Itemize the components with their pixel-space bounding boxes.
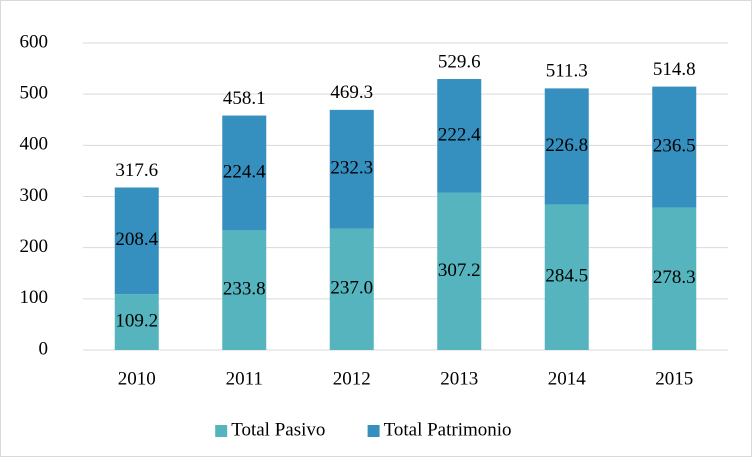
x-tick-label: 2010 [118,368,156,389]
total-label: 458.1 [223,88,266,109]
bar-segment [114,294,159,350]
bar-segment [544,88,589,205]
y-tick-label: 0 [39,338,49,359]
data-label: 222.4 [438,124,481,145]
data-label: 278.3 [653,267,696,288]
total-label: 469.3 [330,82,373,103]
total-label: 317.6 [115,160,158,181]
legend-label: Total Patrimonio [384,419,512,440]
data-label: 236.5 [653,135,696,156]
y-tick-label: 500 [20,83,49,104]
legend-swatch [215,425,228,437]
total-label: 514.8 [653,59,696,80]
bar-segment [652,86,697,208]
legend-label: Total Pasivo [231,419,325,440]
bar-segment [329,109,374,229]
data-label: 284.5 [545,266,588,287]
y-tick-label: 300 [20,185,49,206]
bar-segment [652,207,697,350]
data-label: 226.8 [545,135,588,156]
legend-swatch [367,425,380,437]
y-tick-label: 200 [20,236,49,257]
bar-segment [329,228,374,350]
bar-segment [222,230,267,350]
x-tick-label: 2015 [655,368,693,389]
data-label: 307.2 [438,260,481,281]
data-label: 237.0 [330,278,373,299]
data-label: 224.4 [223,161,266,182]
total-label: 529.6 [438,51,481,72]
y-tick-label: 400 [20,134,49,155]
bar-segment [114,187,159,295]
data-label: 109.2 [115,310,158,331]
x-tick-label: 2012 [333,368,371,389]
bar-segment [437,79,482,193]
total-label: 511.3 [546,61,588,82]
data-label: 208.4 [115,229,158,250]
bar-segment [222,115,267,231]
data-label: 232.3 [330,158,373,179]
y-tick-label: 600 [20,31,49,52]
bar-segment [437,192,482,350]
bar-segment [544,204,589,350]
x-tick-label: 2013 [440,368,478,389]
y-tick-label: 100 [20,287,49,308]
data-label: 233.8 [223,279,266,300]
x-tick-label: 2014 [548,368,587,389]
x-tick-label: 2011 [226,368,263,389]
